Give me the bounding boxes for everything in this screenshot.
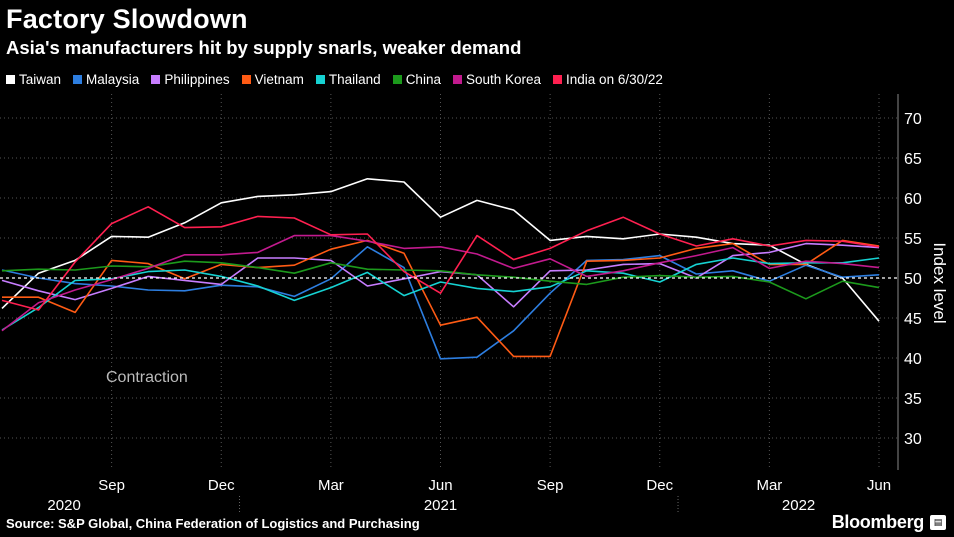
y-tick-label: 40 (904, 351, 922, 368)
y-tick-label: 55 (904, 231, 922, 248)
legend-swatch-thailand (315, 75, 325, 84)
series-line-china (1, 260, 880, 300)
legend: Taiwan Malaysia Philippines Vietnam Thai… (6, 72, 663, 87)
legend-item-south-korea: South Korea (452, 72, 542, 87)
y-tick-label: 60 (904, 191, 922, 208)
source-note: Source: S&P Global, China Federation of … (6, 516, 420, 531)
x-tick-label: Sep (98, 477, 125, 494)
legend-label-thailand: Thailand (328, 72, 381, 87)
series-line-south-korea (1, 234, 880, 332)
bloomberg-logo: Bloomberg (831, 512, 925, 532)
x-tick-label: Jun (428, 477, 452, 494)
legend-label-china: China (405, 72, 441, 87)
y-tick-label: 30 (904, 431, 922, 448)
legend-swatch-china (392, 75, 402, 84)
legend-item-vietnam: Vietnam (241, 72, 304, 87)
legend-label-vietnam: Vietnam (254, 72, 304, 87)
x-tick-label: Sep (537, 477, 564, 494)
legend-swatch-india (553, 75, 563, 84)
series-line-thailand (1, 257, 880, 331)
x-year-label: 2022 (782, 497, 815, 514)
legend-swatch-south-korea (452, 75, 462, 84)
series-line-malaysia (1, 246, 880, 360)
legend-item-thailand: Thailand (315, 72, 381, 87)
legend-swatch-taiwan (6, 75, 15, 84)
contraction-annotation: Contraction (106, 369, 188, 386)
legend-item-china: China (392, 72, 441, 87)
legend-item-malaysia: Malaysia (73, 72, 139, 87)
y-tick-label: 50 (904, 271, 922, 288)
legend-label-india: India on 6/30/22 (566, 72, 663, 87)
x-tick-label: Mar (756, 477, 782, 494)
legend-item-taiwan: Taiwan (6, 72, 61, 87)
legend-swatch-malaysia (73, 75, 83, 84)
legend-item-india: India on 6/30/22 (553, 72, 663, 87)
x-tick-label: Mar (318, 477, 344, 494)
x-year-label: 2021 (424, 497, 457, 514)
legend-label-philippines: Philippines (164, 72, 230, 87)
legend-label-south-korea: South Korea (465, 72, 542, 87)
x-tick-label: Jun (867, 477, 891, 494)
chart-subtitle: Asia's manufacturers hit by supply snarl… (6, 37, 522, 58)
chart-title: Factory Slowdown (6, 4, 248, 34)
y-tick-label: 45 (904, 311, 922, 328)
x-tick-label: Dec (646, 477, 673, 494)
y-tick-label: 35 (904, 391, 922, 408)
legend-item-philippines: Philippines (151, 72, 230, 87)
legend-label-malaysia: Malaysia (86, 72, 140, 87)
series-line-vietnam (2, 239, 880, 358)
y-tick-label: 65 (904, 151, 922, 168)
legend-swatch-philippines (151, 75, 161, 84)
chart-icon: ▤ (930, 515, 946, 530)
y-tick-label: 70 (904, 111, 922, 128)
legend-label-taiwan: Taiwan (19, 72, 62, 87)
legend-swatch-vietnam (241, 75, 251, 84)
series-line-india-on-6-30-22 (1, 206, 880, 311)
y-axis-label: Index level (930, 242, 949, 323)
x-year-label: 2020 (47, 497, 80, 514)
x-tick-label: Dec (208, 477, 235, 494)
